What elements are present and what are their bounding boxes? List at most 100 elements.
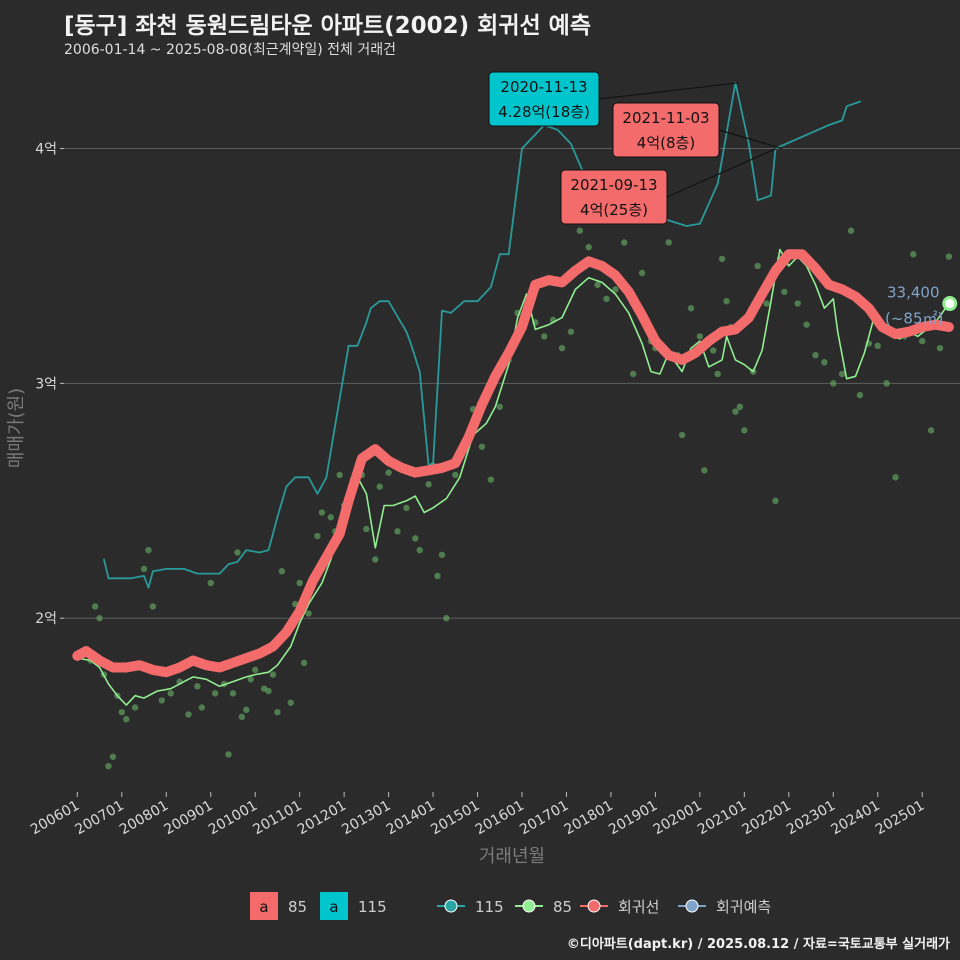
- tick-label-x: 201201: [295, 798, 349, 839]
- annotation-box: [488, 71, 600, 127]
- tick-label-x: 202201: [740, 798, 794, 839]
- tick-label-x: 201101: [250, 798, 304, 839]
- data-point: [140, 565, 148, 573]
- data-point: [603, 295, 610, 303]
- data-point: [812, 352, 819, 359]
- data-point: [376, 483, 383, 490]
- legend-label: 85: [553, 898, 572, 916]
- data-point: [300, 659, 308, 667]
- data-point: [194, 683, 201, 690]
- tick-label-x: 200801: [117, 798, 171, 839]
- data-point: [269, 671, 277, 678]
- chart-subtitle: 2006-01-14 ~ 2025-08-08(최근계약일) 전체 거래건: [64, 42, 396, 58]
- series-lines: 33,400 (~85㎡): [72, 81, 958, 706]
- data-point: [185, 711, 192, 718]
- tick-label-x: 202001: [651, 798, 705, 839]
- data-point: [234, 549, 241, 556]
- data-point: [167, 690, 174, 697]
- data-point: [91, 603, 99, 610]
- data-point: [145, 546, 152, 554]
- legend-label: 85: [288, 898, 307, 916]
- data-point: [149, 603, 157, 610]
- data-point: [229, 690, 237, 697]
- tick-label-x: 201001: [206, 798, 260, 839]
- tick-label-x: 201801: [562, 798, 616, 839]
- data-point: [945, 253, 953, 260]
- tick-label-x: 200701: [73, 798, 127, 839]
- data-point: [274, 708, 281, 716]
- data-point: [732, 408, 739, 415]
- legend-swatch-key: a: [329, 898, 338, 916]
- data-point: [687, 305, 695, 312]
- grid-layer: [64, 148, 960, 619]
- tick-label-x: 201301: [339, 798, 393, 839]
- data-point: [892, 474, 899, 481]
- data-point: [723, 297, 730, 305]
- data-point: [478, 443, 486, 450]
- series-line-reg: [72, 249, 954, 678]
- data-point: [567, 328, 575, 335]
- data-point: [314, 532, 321, 540]
- data-point: [327, 514, 334, 521]
- data-point: [629, 370, 637, 378]
- data-point: [372, 556, 379, 563]
- data-point: [621, 239, 628, 246]
- data-point: [318, 509, 326, 516]
- data-point: [105, 762, 112, 770]
- annotation-price: 4억(8층): [637, 134, 695, 152]
- x-axis-title: 거래년월: [479, 846, 545, 867]
- data-point: [772, 497, 779, 504]
- data-point: [438, 551, 446, 559]
- data-point: [158, 697, 166, 704]
- data-point: [412, 535, 419, 542]
- data-point: [118, 708, 126, 716]
- legend-marker: [444, 899, 458, 913]
- legend-marker: [522, 899, 536, 913]
- data-point: [403, 504, 410, 512]
- footer-credit: ©디아파트(dapt.kr) / 2025.08.12 / 자료=국토교통부 실…: [566, 937, 950, 952]
- data-point: [211, 690, 219, 697]
- data-point: [296, 579, 303, 587]
- data-point: [541, 333, 548, 340]
- data-point: [594, 281, 601, 288]
- legend: a 85 a 115 115 85 회귀선 회귀예측: [250, 892, 771, 920]
- data-point: [131, 704, 139, 711]
- data-point: [838, 370, 846, 378]
- data-point: [558, 344, 566, 352]
- data-point: [496, 403, 503, 411]
- data-point: [710, 347, 717, 354]
- data-point: [678, 431, 686, 439]
- annotation-date: 2021-09-13: [570, 176, 657, 194]
- data-point: [225, 751, 232, 758]
- data-point: [927, 427, 935, 434]
- tick-label-y: 4억: [35, 142, 57, 158]
- tick-label-x: 201501: [428, 798, 482, 839]
- data-point: [585, 243, 592, 251]
- annotation-leader: [598, 82, 739, 100]
- data-point: [305, 610, 312, 617]
- data-point: [696, 333, 704, 340]
- data-point: [243, 706, 250, 714]
- forecast-area-label: (~85㎡): [885, 310, 943, 328]
- forecast-value-label: 33,400: [887, 284, 940, 302]
- data-point: [109, 753, 117, 760]
- data-point: [803, 321, 810, 328]
- data-point: [576, 227, 584, 234]
- tick-label-x: 202401: [828, 798, 882, 839]
- data-point: [919, 337, 926, 345]
- tick-label-x: 201701: [517, 798, 571, 839]
- annotation-leader: [666, 147, 777, 198]
- tick-label-x: 202301: [784, 798, 838, 839]
- legend-marker: [587, 899, 601, 913]
- data-point: [714, 370, 721, 378]
- data-point: [883, 380, 890, 387]
- data-point: [198, 704, 206, 711]
- chart-title: [동구] 좌천 동원드림타운 아파트(2002) 회귀선 예측: [64, 13, 591, 39]
- data-point: [665, 239, 672, 246]
- annotation-price: 4억(25층): [580, 201, 648, 219]
- data-point: [763, 300, 770, 307]
- data-point: [718, 255, 726, 263]
- annotations: 2020-11-13 4.28억(18층) 2021-11-03 4억(8층) 2021…: [488, 71, 783, 225]
- legend-label: 115: [358, 898, 387, 916]
- legend-swatch-85: [250, 892, 278, 920]
